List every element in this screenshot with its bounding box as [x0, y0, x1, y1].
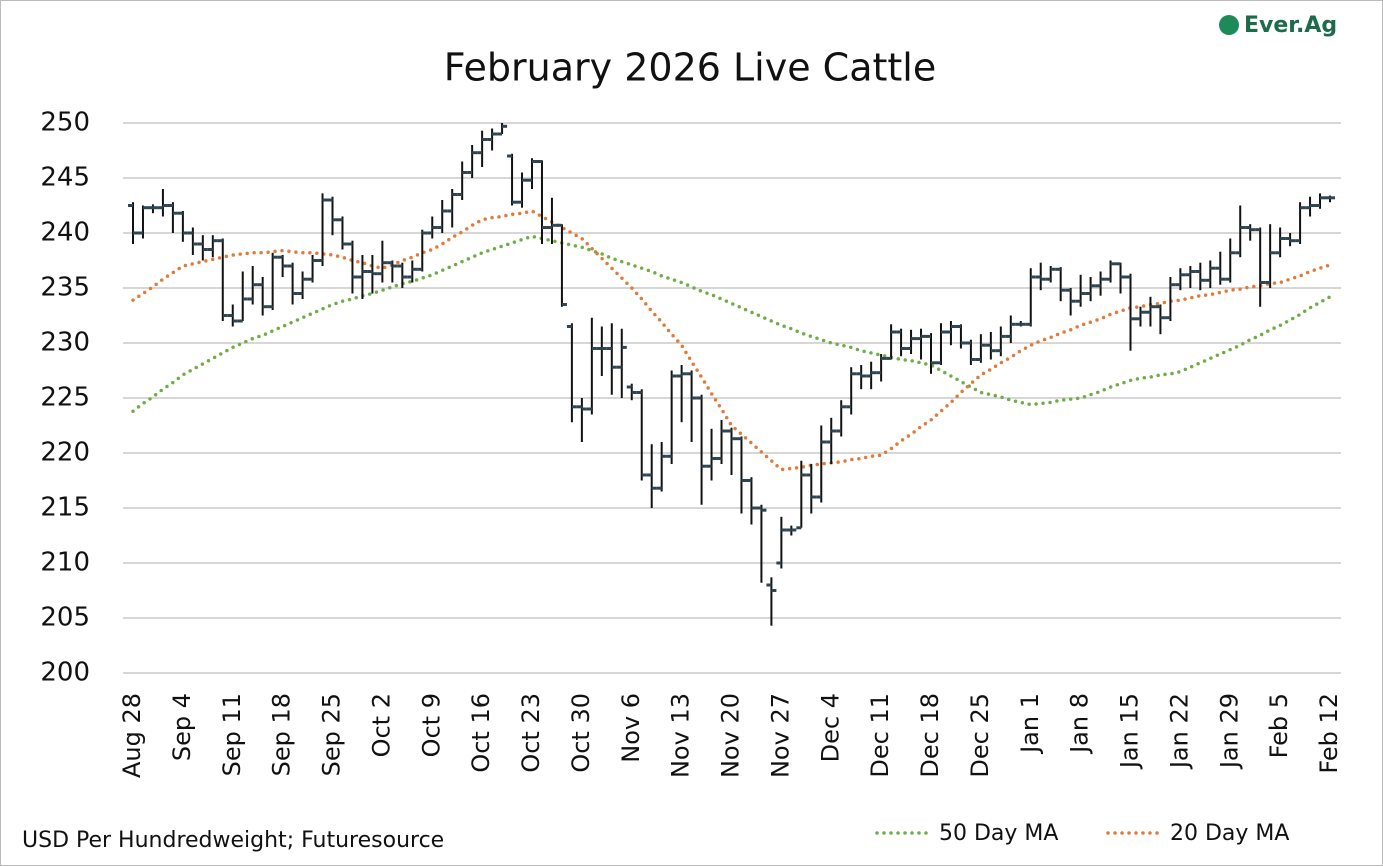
- y-tick-label: 230: [40, 328, 90, 358]
- moving-average-line: [131, 234, 1332, 413]
- x-tick-label: Dec 4: [816, 693, 844, 762]
- x-tick-label: Oct 2: [367, 693, 395, 757]
- y-tick-label: 210: [40, 548, 90, 578]
- x-tick-label: Nov 20: [717, 693, 745, 778]
- y-tick-label: 240: [40, 218, 90, 248]
- x-tick-label: Feb 5: [1265, 693, 1293, 758]
- y-tick-label: 220: [40, 438, 90, 468]
- x-tick-label: Jan 22: [1165, 693, 1193, 770]
- x-tick-label: Oct 16: [467, 693, 495, 773]
- y-tick-label: 235: [40, 273, 90, 303]
- x-tick-label: Dec 18: [916, 693, 944, 778]
- y-tick-label: 225: [40, 383, 90, 413]
- x-tick-label: Sep 18: [268, 693, 296, 776]
- x-tick-label: Aug 28: [118, 693, 146, 778]
- x-tick-label: Sep 11: [218, 693, 246, 776]
- y-tick-label: 250: [40, 108, 90, 138]
- x-tick-label: Sep 4: [168, 693, 196, 761]
- y-tick-label: 205: [40, 603, 90, 633]
- x-tick-label: Oct 30: [567, 693, 595, 773]
- x-tick-label: Nov 13: [667, 693, 695, 778]
- x-tick-label: Nov 27: [766, 693, 794, 778]
- y-tick-label: 245: [40, 163, 90, 193]
- x-tick-label: Oct 9: [417, 693, 445, 757]
- legend-label: 20 Day MA: [1170, 821, 1289, 846]
- y-tick-label: 200: [40, 658, 90, 688]
- x-tick-label: Jan 29: [1215, 693, 1243, 770]
- y-tick-label: 215: [40, 493, 90, 523]
- logo: Ever.Ag: [1244, 13, 1337, 38]
- x-tick-label: Dec 25: [966, 693, 994, 778]
- x-tick-label: Jan 1: [1016, 693, 1044, 755]
- x-tick-label: Sep 25: [318, 693, 346, 776]
- source-note: USD Per Hundredweight; Futuresource: [22, 828, 444, 853]
- x-tick-label: Nov 6: [617, 693, 645, 763]
- x-tick-label: Jan 15: [1116, 693, 1144, 770]
- x-tick-label: Oct 23: [517, 693, 545, 773]
- logo-icon: [1219, 15, 1239, 35]
- x-tick-label: Feb 12: [1315, 693, 1343, 774]
- x-tick-label: Jan 8: [1066, 693, 1094, 755]
- chart-title: February 2026 Live Cattle: [444, 46, 936, 90]
- x-tick-label: Dec 11: [866, 693, 894, 778]
- legend-label: 50 Day MA: [939, 821, 1058, 846]
